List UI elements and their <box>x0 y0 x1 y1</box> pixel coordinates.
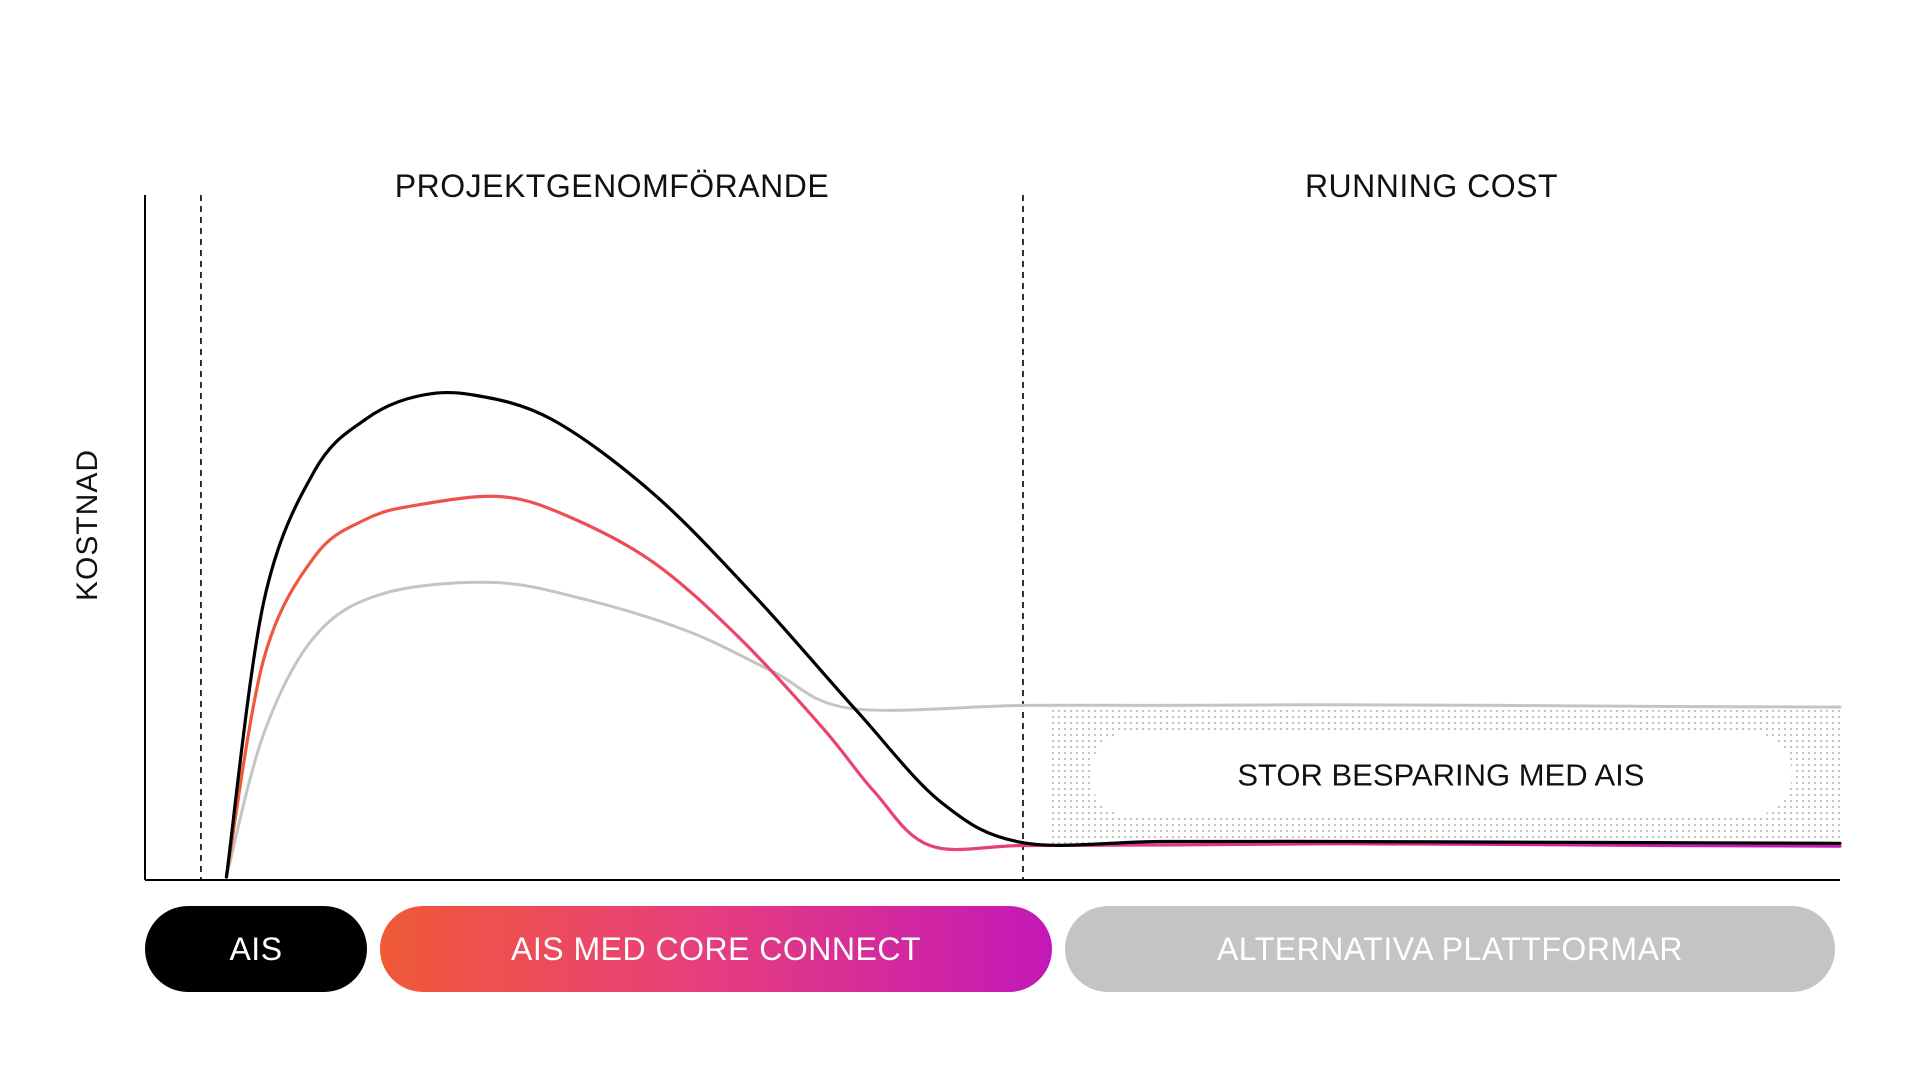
phase-label-running-cost: RUNNING COST <box>1304 168 1559 204</box>
annotation-layer: STOR BESPARING MED AIS <box>1089 732 1792 817</box>
series-lines <box>224 390 1842 879</box>
savings-label-box <box>1089 732 1792 817</box>
phase-dividers <box>200 195 1024 880</box>
series-line-1 <box>224 494 1842 879</box>
axes <box>144 195 1840 881</box>
legend-alternativa-plattformar: ALTERNATIVA PLATTFORMAR <box>1065 906 1835 992</box>
series-line-0 <box>224 390 1842 879</box>
y-axis-label: KOSTNAD <box>71 448 104 602</box>
legend-ais: AIS <box>145 906 367 992</box>
legend-ais-med-core-connect: AIS MED CORE CONNECT <box>380 906 1052 992</box>
series-line-2 <box>224 580 1842 879</box>
savings-label-text: STOR BESPARING MED AIS <box>1237 757 1644 792</box>
phase-label-projektgenomforande: PROJEKTGENOMFÖRANDE <box>394 168 830 204</box>
